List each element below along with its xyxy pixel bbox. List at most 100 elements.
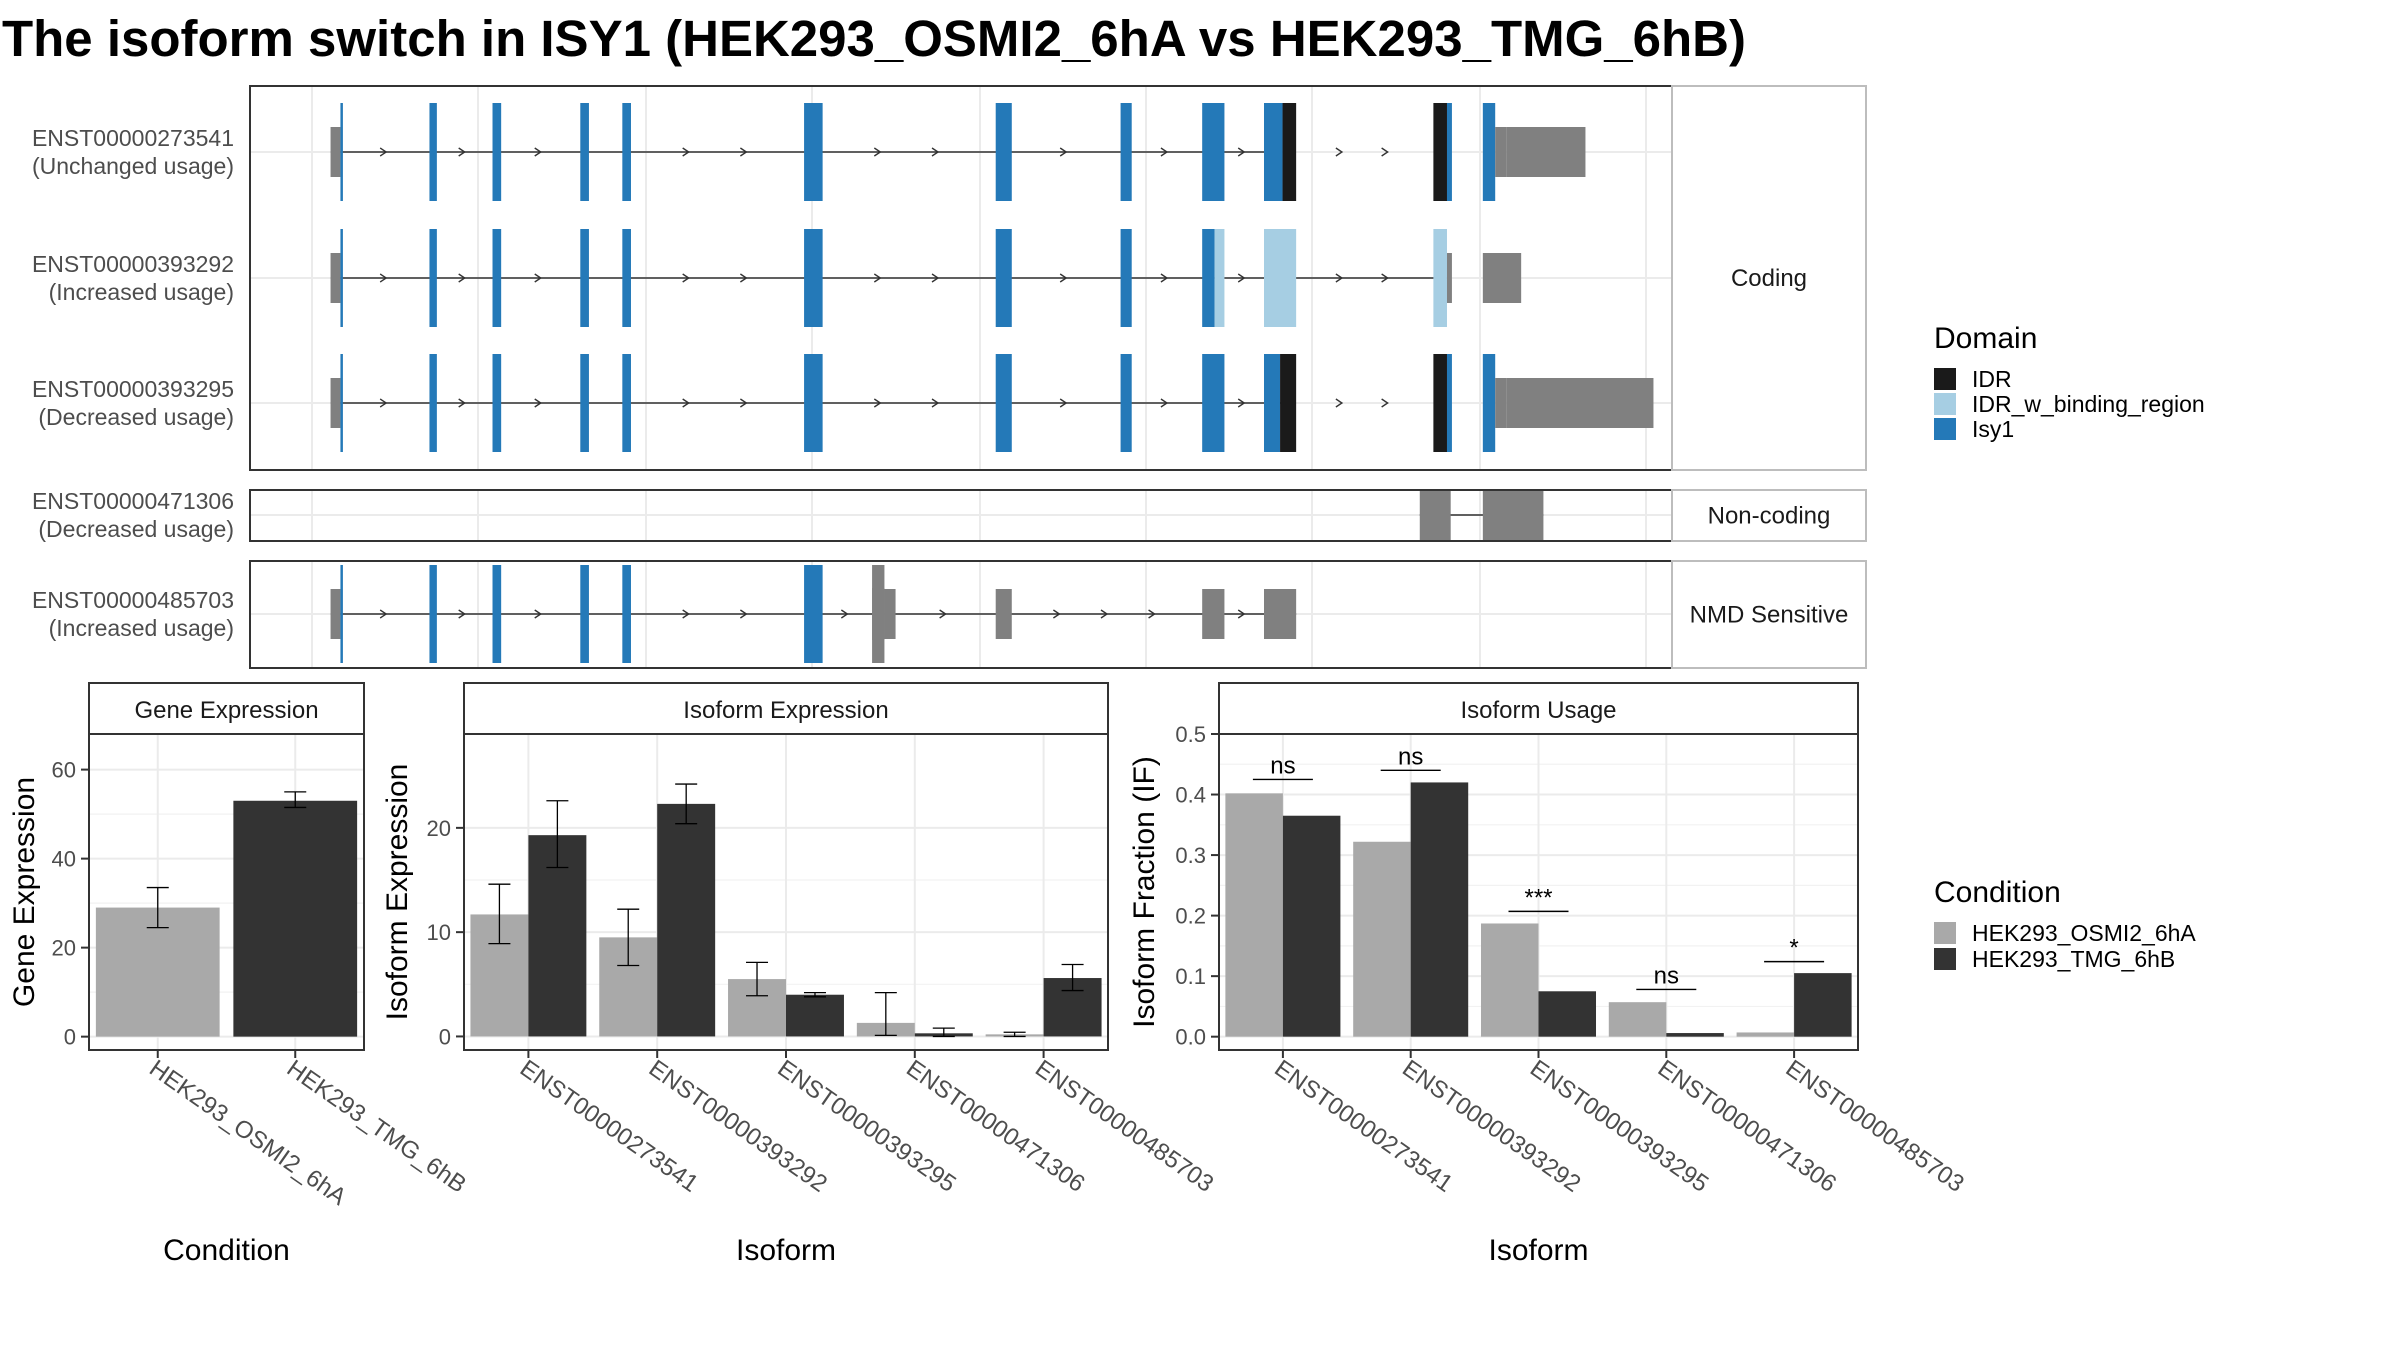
intron-arrow (682, 398, 690, 408)
legend-title: Domain (1934, 322, 2037, 355)
exon (492, 565, 502, 663)
y-tick-label: 0 (439, 1024, 451, 1049)
x-axis-title: Isoform (1488, 1234, 1588, 1267)
intron-arrow (1335, 273, 1344, 283)
exon (622, 103, 631, 201)
isoform-usage-label: (Increased usage) (49, 279, 234, 305)
intron-arrow (379, 147, 388, 157)
group-strip (1671, 85, 1867, 471)
exon (580, 103, 589, 201)
exon (804, 565, 823, 663)
intron-arrow (458, 273, 466, 283)
intron-arrow (682, 609, 690, 619)
exon (580, 354, 589, 452)
x-axis-title: Condition (163, 1234, 290, 1267)
intron-arrow (1052, 609, 1061, 619)
exon (1282, 103, 1297, 201)
intron-arrow (682, 273, 690, 283)
group-strip (1671, 489, 1867, 542)
exon (1264, 103, 1283, 201)
legend-label: Isy1 (1972, 416, 2014, 442)
bar (1538, 991, 1597, 1037)
exon (1495, 127, 1507, 177)
intron-arrow (1059, 147, 1068, 157)
exon (1120, 229, 1132, 327)
intron-arrow (1059, 398, 1068, 408)
exon (1506, 378, 1654, 428)
y-axis-title: Isoform Fraction (IF) (1128, 756, 1161, 1028)
y-tick-label: 0 (64, 1025, 76, 1050)
exon (1120, 354, 1132, 452)
intron-arrow (379, 273, 388, 283)
exon (340, 103, 343, 201)
intron-arrow (379, 609, 388, 619)
exon (622, 229, 631, 327)
y-tick-label: 20 (52, 936, 76, 961)
intron-arrow (1381, 147, 1389, 157)
isoform-row (330, 229, 1522, 327)
exon (872, 565, 885, 663)
y-tick-label: 60 (52, 758, 76, 783)
intron-arrow (873, 398, 882, 408)
exon (492, 354, 502, 452)
intron-arrow (534, 273, 542, 283)
exon (1202, 589, 1225, 639)
bar (786, 994, 844, 1037)
bar (95, 907, 220, 1037)
isoform-usage-label: (Increased usage) (49, 615, 234, 641)
exon (1202, 103, 1225, 201)
structure-group: NMD Sensitive (249, 560, 1867, 669)
exon (1214, 229, 1225, 327)
exon (1482, 489, 1544, 541)
exon (492, 103, 502, 201)
intron-arrow (931, 147, 940, 157)
exon (580, 565, 589, 663)
exon (330, 253, 341, 303)
y-tick-label: 0.3 (1175, 843, 1206, 868)
exon (1446, 354, 1452, 452)
exon (884, 589, 896, 639)
bar (233, 800, 358, 1037)
intron-arrow (1335, 147, 1344, 157)
exon (804, 103, 823, 201)
bar (528, 835, 587, 1037)
intron-arrow (1237, 609, 1246, 619)
isoform-row (1419, 489, 1544, 541)
exon (1419, 489, 1451, 541)
intron-arrow (931, 273, 940, 283)
intron-arrow (379, 398, 388, 408)
bar-charts: Gene Expression0204060HEK293_OSMI2_6hAHE… (8, 682, 1969, 1267)
exon (429, 354, 437, 452)
panel-title: Isoform Usage (1460, 697, 1616, 724)
y-tick-label: 0.0 (1175, 1025, 1206, 1050)
intron-arrow (739, 147, 748, 157)
intron-arrow (534, 398, 542, 408)
legend-title: Condition (1934, 876, 2061, 909)
x-axis-title: Isoform (736, 1234, 836, 1267)
isoform-row (330, 354, 1654, 452)
chart-panel: ns ns *** ns * Isoform Usage 0.0 0.1 0.2 0.3 0.4 0.… (1128, 682, 1969, 1267)
intron-arrow (1160, 273, 1169, 283)
legend-key (1934, 393, 1956, 415)
exon (622, 565, 631, 663)
exon (1482, 253, 1522, 303)
intron-arrow (1335, 398, 1344, 408)
significance-label: ns (1270, 752, 1295, 779)
bar (1410, 782, 1469, 1037)
isoform-row (330, 565, 1297, 663)
intron-arrow (1237, 398, 1246, 408)
intron-arrow (1237, 273, 1246, 283)
exon (804, 354, 823, 452)
isoform-usage-label: (Decreased usage) (38, 516, 234, 542)
exon (1433, 103, 1447, 201)
legend-key (1934, 418, 1956, 440)
exon (1202, 354, 1225, 452)
intron-arrow (739, 609, 748, 619)
exon (1120, 103, 1132, 201)
exon (429, 103, 437, 201)
bar (1666, 1033, 1724, 1037)
group-strip-label: NMD Sensitive (1690, 602, 1849, 629)
exon (429, 229, 437, 327)
exon (1446, 103, 1452, 201)
